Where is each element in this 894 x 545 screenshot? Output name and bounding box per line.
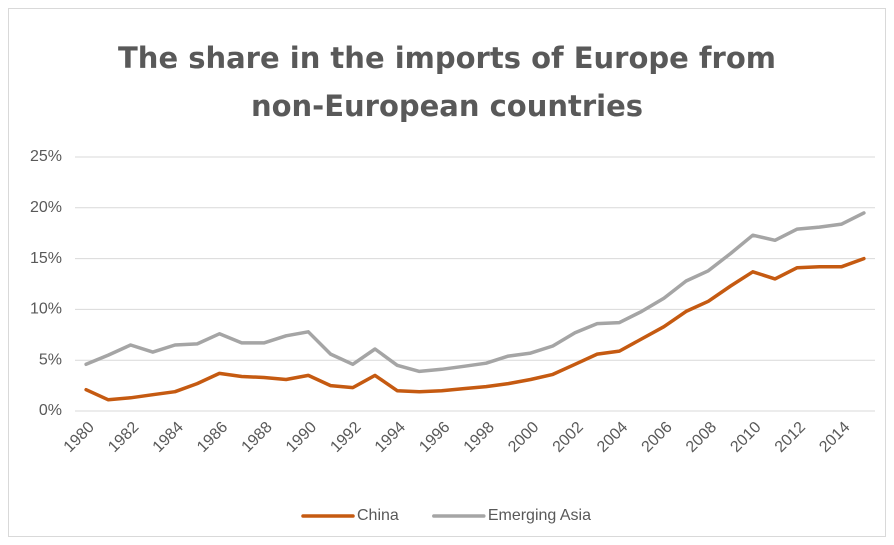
series-line: [84, 256, 866, 402]
y-tick-label: 5%: [39, 351, 62, 368]
y-tick-label: 0%: [39, 402, 62, 419]
chart-title: The share in the imports of Europe from …: [118, 41, 776, 123]
y-tick-label: 25%: [30, 148, 62, 165]
legend-label: Emerging Asia: [488, 507, 591, 524]
y-tick-label: 10%: [30, 301, 62, 318]
chart-border: [8, 8, 886, 537]
y-tick-label: 20%: [30, 199, 62, 216]
legend-label: China: [357, 507, 399, 524]
series-line: [84, 211, 866, 374]
y-tick-label: 15%: [30, 250, 62, 267]
